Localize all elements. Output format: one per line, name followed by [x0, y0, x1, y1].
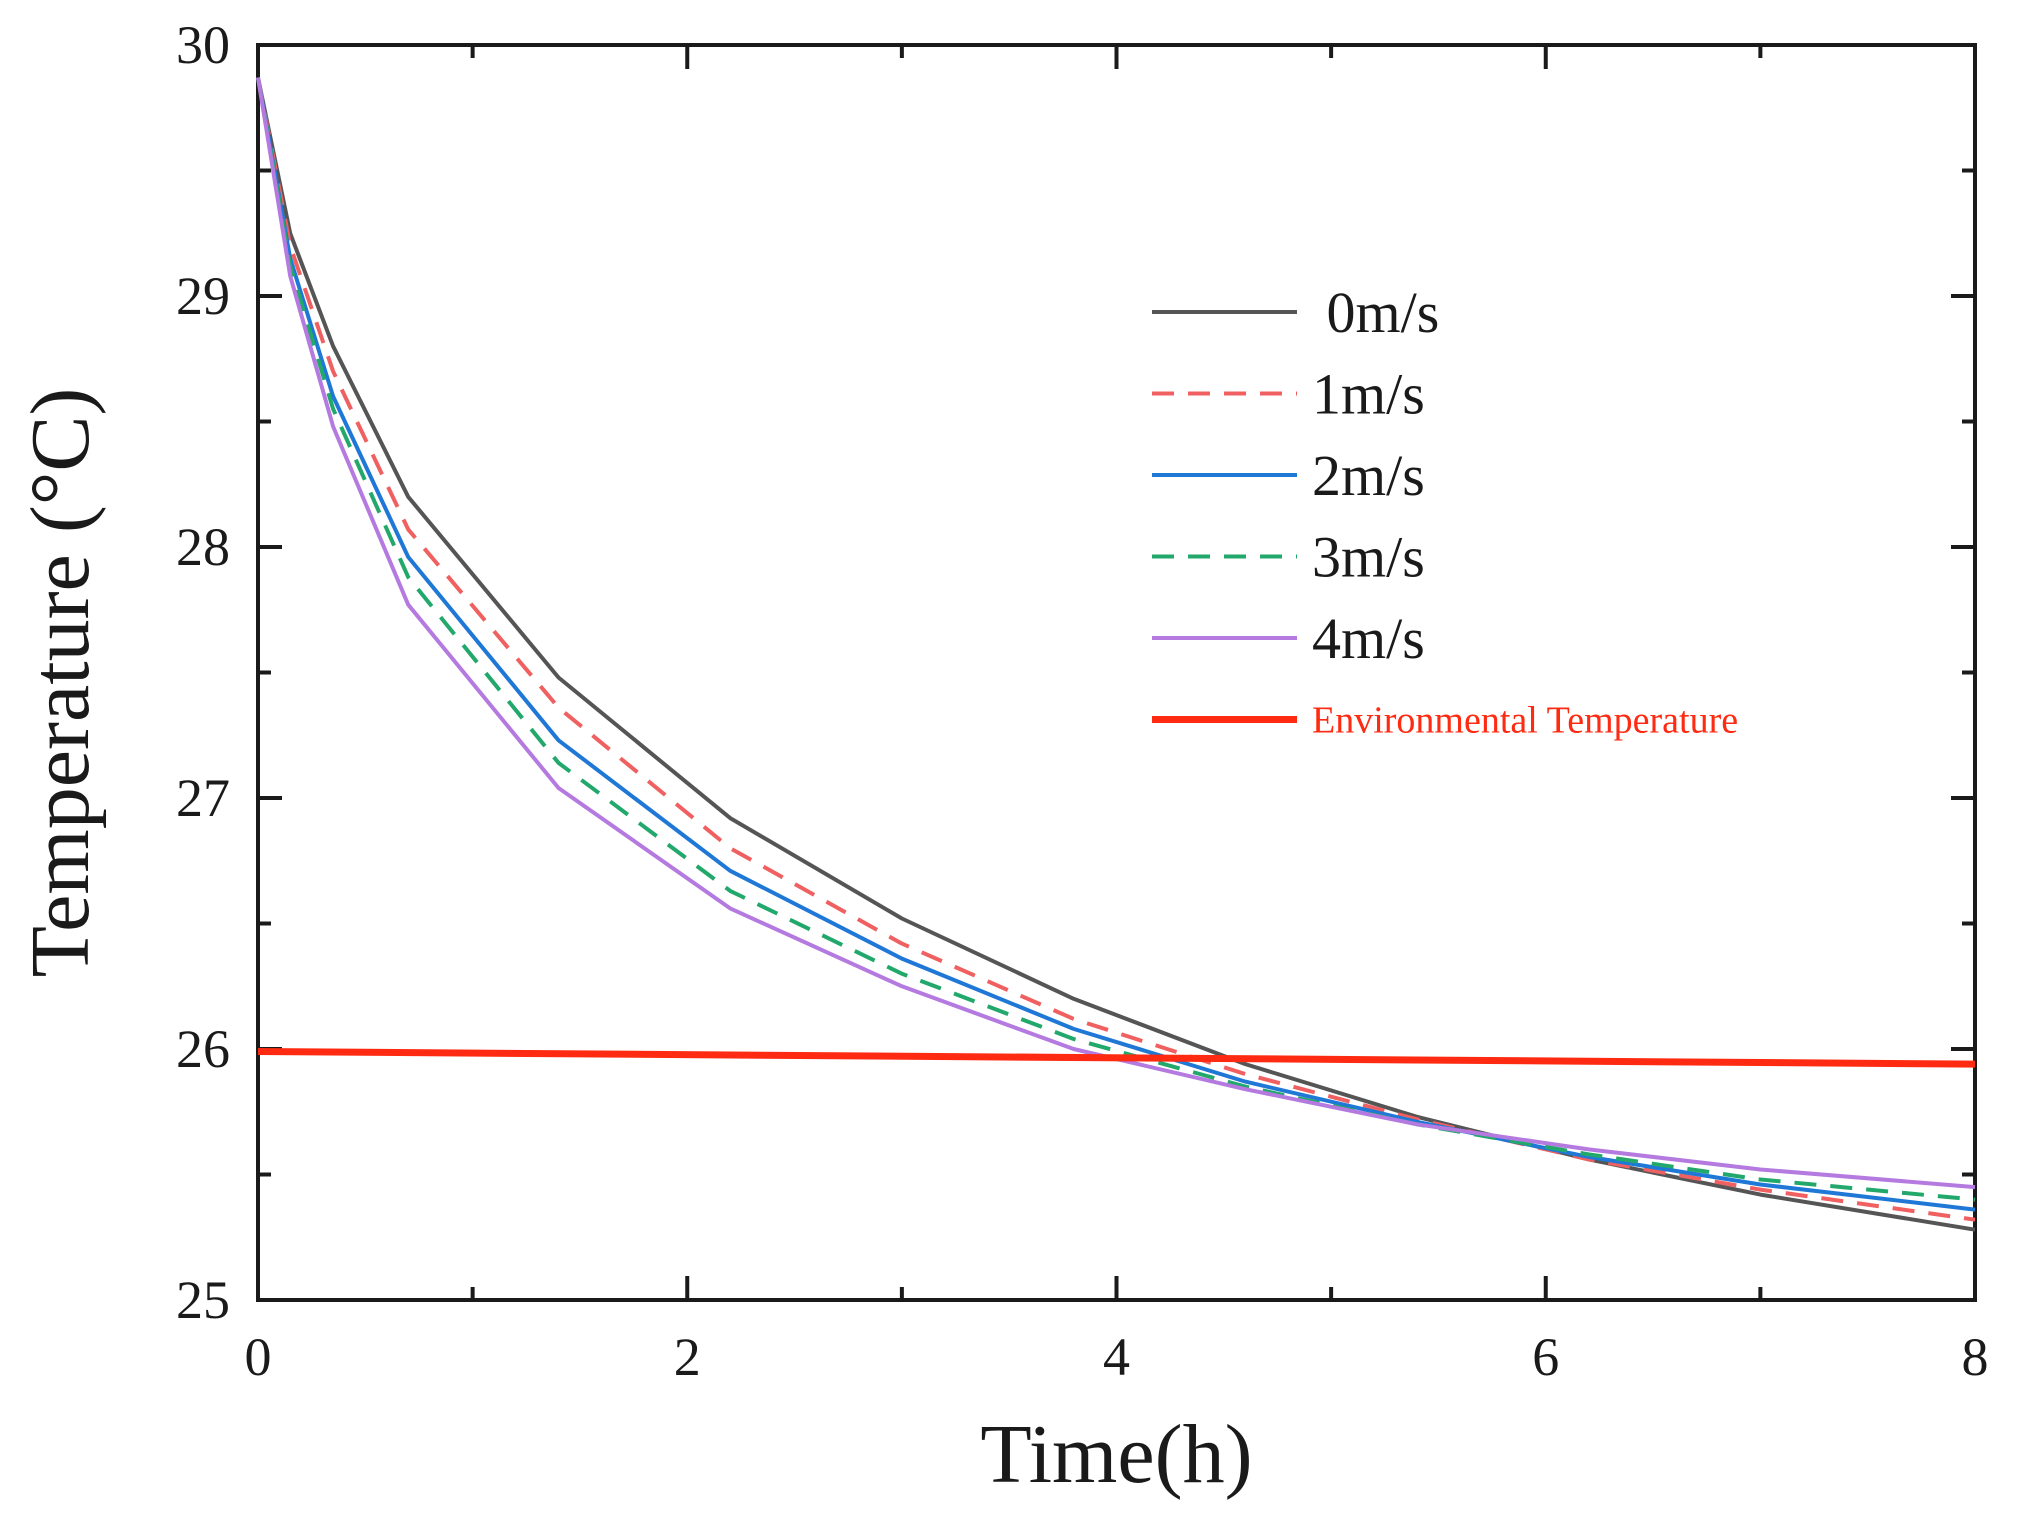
y-tick-label: 28	[176, 517, 230, 577]
series-line-4	[256, 77, 1976, 1190]
x-tick-label: 6	[1532, 1327, 1559, 1387]
y-axis-title: Temperature (°C)	[14, 388, 107, 978]
series-line-2	[256, 77, 1976, 1212]
series-line-environmental-temperature	[257, 1048, 1976, 1068]
legend-label: 4m/s	[1312, 606, 1425, 671]
legend: 0m/s 1m/s 2m/s 3m/s 4m/s Environmental Temper…	[1152, 280, 1738, 742]
axis-ticks	[256, 43, 1977, 1302]
series-line-1	[256, 77, 1976, 1222]
plot-border	[256, 43, 1977, 1302]
series-line-3	[256, 77, 1976, 1202]
plot-frame	[256, 43, 1977, 1302]
legend-label: 0m/s	[1312, 280, 1439, 345]
y-tick-label: 30	[176, 15, 230, 75]
x-axis-title: Time(h)	[980, 1408, 1252, 1501]
series-lines	[256, 77, 1976, 1232]
axis-tick-labels: 0 2 4 6 8 25 26 27 28 29 30	[176, 15, 1989, 1387]
legend-label: 3m/s	[1312, 525, 1425, 590]
x-tick-label: 4	[1103, 1327, 1130, 1387]
x-tick-label: 8	[1962, 1327, 1989, 1387]
legend-label: Environmental Temperature	[1312, 700, 1738, 742]
y-tick-label: 29	[176, 266, 230, 326]
y-tick-label: 27	[176, 768, 230, 828]
legend-label: 1m/s	[1312, 362, 1425, 427]
y-tick-label: 26	[176, 1019, 230, 1079]
legend-label: 2m/s	[1312, 443, 1425, 508]
x-tick-label: 2	[674, 1327, 701, 1387]
x-tick-label: 0	[245, 1327, 272, 1387]
y-tick-label: 25	[176, 1270, 230, 1330]
